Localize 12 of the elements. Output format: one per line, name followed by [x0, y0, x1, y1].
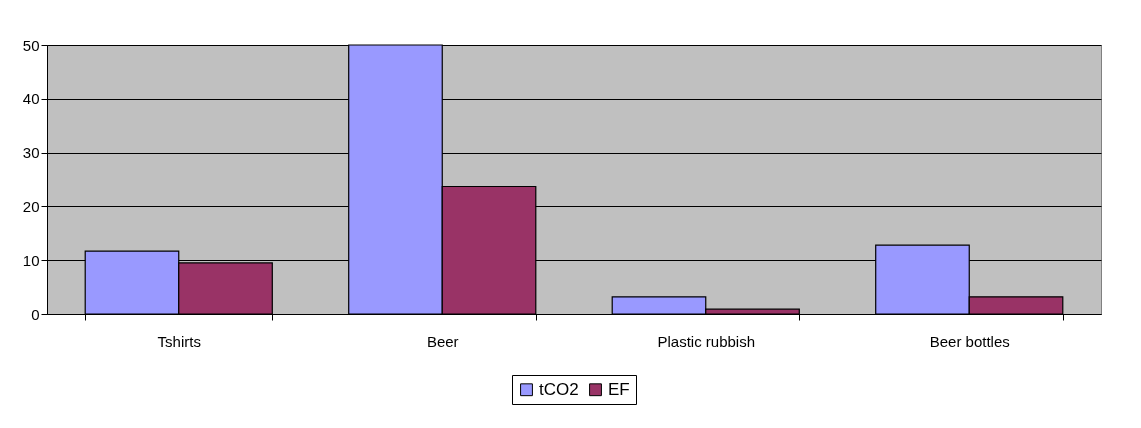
y-tick-label: 0: [31, 305, 40, 323]
y-tick-label: 20: [22, 197, 40, 215]
x-tick-label: Beer: [426, 332, 459, 350]
legend-label: EF: [608, 379, 630, 399]
y-tick-label: 30: [22, 144, 40, 162]
y-tick-label: 50: [22, 36, 40, 54]
legend-label: tCO2: [539, 379, 579, 399]
y-tick-label: 40: [22, 90, 40, 108]
x-tick-label: Plastic rubbish: [657, 332, 756, 350]
x-tick-label: Beer bottles: [929, 332, 1010, 350]
y-tick-label: 10: [22, 251, 40, 269]
x-tick-label: Tshirts: [157, 332, 201, 350]
